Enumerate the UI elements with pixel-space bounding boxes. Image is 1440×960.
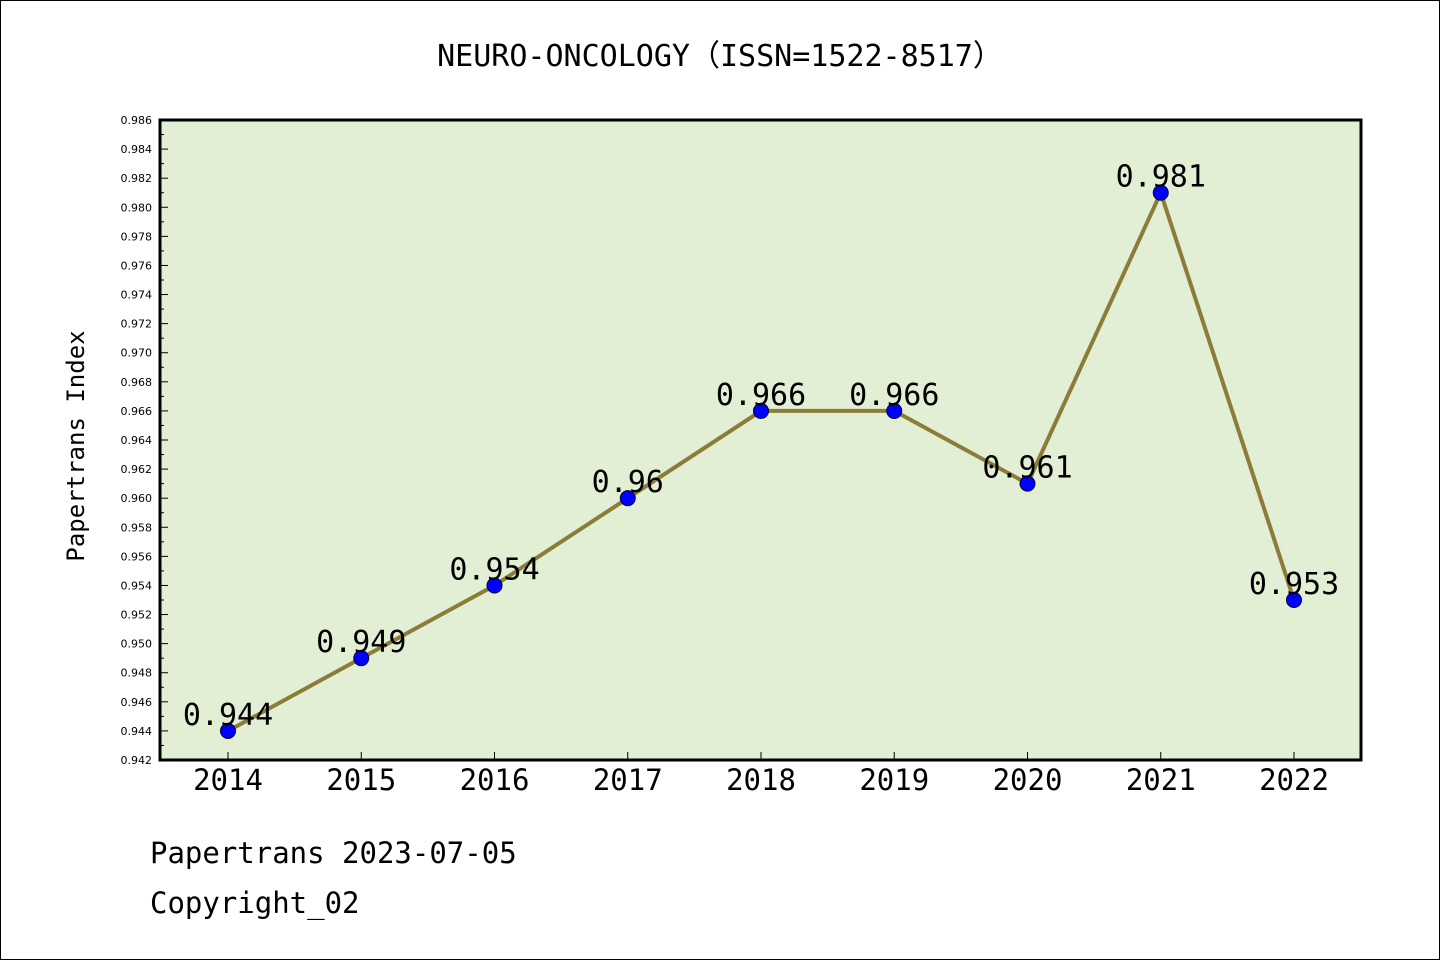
y-tick-label: 0.954 xyxy=(121,579,153,592)
data-label: 0.96 xyxy=(592,465,664,500)
data-label: 0.981 xyxy=(1116,160,1206,195)
x-tick-label: 2017 xyxy=(593,763,663,797)
y-tick-label: 0.964 xyxy=(121,434,153,447)
y-tick-label: 0.966 xyxy=(121,405,153,418)
y-tick-label: 0.962 xyxy=(121,463,153,476)
x-tick-label: 2022 xyxy=(1259,763,1329,797)
y-tick-label: 0.982 xyxy=(121,172,153,185)
data-label: 0.961 xyxy=(982,451,1072,486)
data-label: 0.966 xyxy=(849,378,939,413)
data-point-marker xyxy=(1019,475,1036,492)
footer-copyright-text: Copyright_02 xyxy=(150,886,360,920)
data-label: 0.966 xyxy=(716,378,806,413)
data-label: 0.953 xyxy=(1249,567,1339,602)
data-point-marker xyxy=(220,722,236,739)
data-label: 0.944 xyxy=(183,698,273,733)
plot-border xyxy=(158,118,1363,762)
x-tick-label: 2018 xyxy=(726,763,796,797)
y-tick-label: 0.970 xyxy=(121,347,153,360)
y-tick-label: 0.960 xyxy=(121,492,153,505)
y-tick-label: 0.974 xyxy=(121,289,153,302)
y-tick-label: 0.944 xyxy=(121,725,153,738)
y-tick-label: 0.956 xyxy=(121,550,153,563)
x-tick-label: 2016 xyxy=(460,763,530,797)
data-point-marker xyxy=(1286,592,1302,608)
data-point-marker xyxy=(486,577,503,594)
x-tick-label: 2020 xyxy=(993,763,1063,797)
y-tick-label: 0.942 xyxy=(121,754,153,767)
y-tick-label: 0.976 xyxy=(121,259,153,272)
plot-area xyxy=(160,120,1361,760)
data-label: 0.949 xyxy=(316,625,406,660)
data-point-marker xyxy=(353,650,370,667)
y-tick-label: 0.984 xyxy=(121,143,153,156)
y-tick-label: 0.952 xyxy=(121,609,153,622)
y-tick-label: 0.980 xyxy=(121,201,153,214)
data-point-marker xyxy=(619,490,636,507)
data-label: 0.954 xyxy=(449,552,539,587)
data-point-marker xyxy=(886,402,903,419)
y-axis-label: Papertrans Index xyxy=(62,330,90,561)
footer-date-text: Papertrans 2023-07-05 xyxy=(150,836,517,870)
y-tick-label: 0.978 xyxy=(121,230,153,243)
data-point-marker xyxy=(753,402,769,419)
y-tick-label: 0.986 xyxy=(121,114,153,127)
x-tick-label: 2019 xyxy=(859,763,929,797)
x-tick-label: 2014 xyxy=(193,763,263,797)
y-tick-label: 0.972 xyxy=(121,318,153,331)
y-tick-label: 0.946 xyxy=(121,696,153,709)
data-point-marker xyxy=(1152,184,1169,201)
x-tick-label: 2021 xyxy=(1126,763,1196,797)
chart-title: NEURO-ONCOLOGY（ISSN=1522-8517） xyxy=(437,39,1003,74)
y-tick-label: 0.958 xyxy=(121,521,153,534)
y-tick-label: 0.968 xyxy=(121,376,153,389)
y-tick-label: 0.950 xyxy=(121,638,153,651)
x-tick-label: 2015 xyxy=(326,763,396,797)
y-tick-label: 0.948 xyxy=(121,667,153,680)
